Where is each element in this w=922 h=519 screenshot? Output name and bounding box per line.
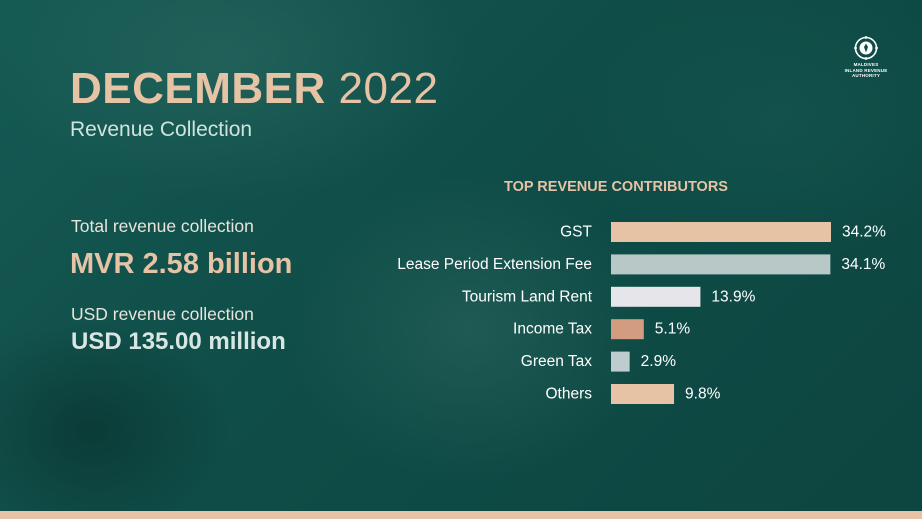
logo-line-3: AUTHORITY — [851, 73, 881, 78]
bar — [611, 384, 675, 404]
category-label: Lease Period Extension Fee — [397, 256, 592, 273]
bar — [611, 319, 644, 340]
logo-line-1: MALDIVES — [853, 62, 879, 67]
mira-emblem-icon — [854, 36, 878, 60]
data-label: 2.9% — [641, 353, 677, 370]
mira-logo: MALDIVES INLAND REVENUE AUTHORITY — [836, 36, 896, 79]
total-revenue-value: MVR 2.58 billion — [70, 248, 293, 280]
total-revenue-label: Total revenue collection — [71, 216, 254, 236]
category-label: Tourism Land Rent — [462, 288, 593, 305]
bar — [611, 222, 831, 242]
usd-revenue-value: USD 135.00 million — [71, 328, 286, 355]
bar — [611, 351, 630, 372]
logo-line-2: INLAND REVENUE — [844, 67, 888, 73]
title-month: DECEMBER — [70, 64, 326, 113]
category-label: Green Tax — [521, 353, 592, 370]
data-label: 34.2% — [842, 224, 886, 241]
bottom-accent-bar — [0, 511, 922, 519]
bar — [611, 286, 701, 307]
title-year: 2022 — [338, 64, 439, 113]
page-subtitle: Revenue Collection — [70, 118, 253, 141]
chart-title: TOP REVENUE CONTRIBUTORS — [504, 179, 728, 195]
category-label: Others — [545, 386, 592, 403]
page-title: DECEMBER 2022 — [70, 64, 438, 114]
bar — [611, 254, 831, 275]
logo-text: MALDIVES INLAND REVENUE AUTHORITY — [836, 62, 896, 79]
category-label: GST — [560, 224, 592, 241]
category-label: Income Tax — [513, 321, 592, 338]
data-label: 13.9% — [711, 288, 755, 305]
data-label: 9.8% — [685, 386, 721, 403]
data-label: 5.1% — [655, 321, 691, 338]
data-label: 34.1% — [841, 256, 885, 273]
usd-revenue-label: USD revenue collection — [71, 304, 254, 324]
